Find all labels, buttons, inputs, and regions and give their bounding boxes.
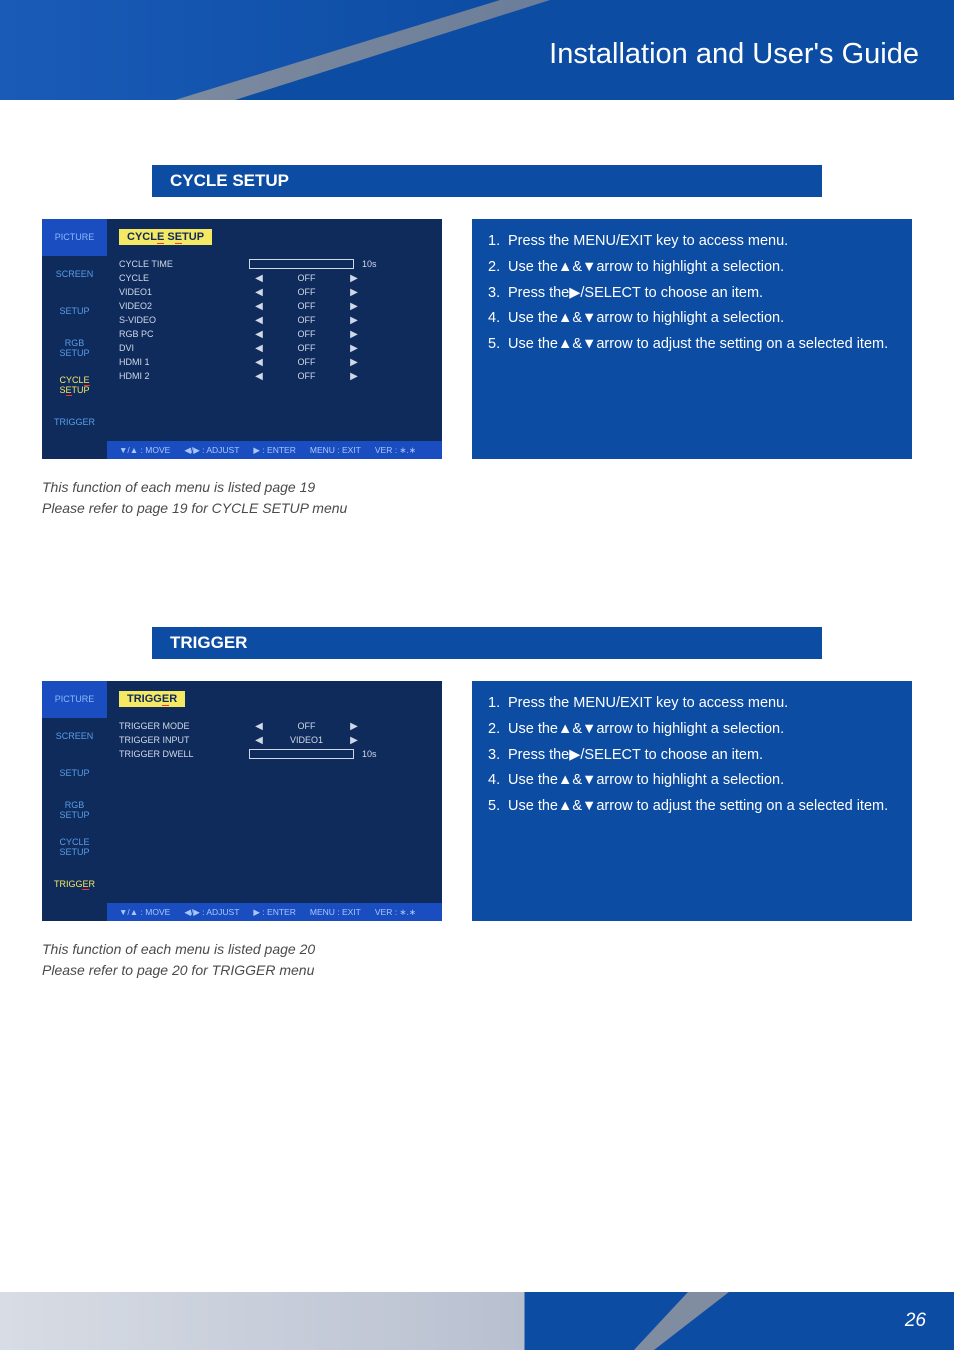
osd-tab-cycle-setup[interactable]: CYCLESETUP xyxy=(42,367,107,404)
osd-row[interactable]: S-VIDEO◀OFF▶ xyxy=(119,313,430,327)
osd-footer: ▼/▲ : MOVE ◀/▶ : ADJUST ▶ : ENTER MENU :… xyxy=(107,441,442,459)
section2-row: PICTURE SCREEN SETUP RGB SETUP CYCLE SET… xyxy=(42,681,912,921)
osd-row[interactable]: HDMI 2◀OFF▶ xyxy=(119,369,430,383)
osd-main: TRIGGER TRIGGER MODE◀OFF▶ TRIGGER INPUT◀… xyxy=(107,681,442,921)
osd-row[interactable]: VIDEO2◀OFF▶ xyxy=(119,299,430,313)
instructions-box-1: 1.Press the MENU/EXIT key to access menu… xyxy=(472,219,912,459)
footer-banner: 26 xyxy=(0,1292,954,1350)
instructions-box-2: 1.Press the MENU/EXIT key to access menu… xyxy=(472,681,912,921)
osd-main: CYCLE SETUP CYCLE TIME 10s CYCLE◀OFF▶ VI… xyxy=(107,219,442,459)
content-area: CYCLE SETUP PICTURE SCREEN SETUP RGB SET… xyxy=(0,100,954,981)
osd-tab-picture[interactable]: PICTURE xyxy=(42,681,107,718)
osd-heading: TRIGGER xyxy=(119,691,185,707)
osd-heading: CYCLE SETUP xyxy=(119,229,212,245)
osd-tab-trigger[interactable]: TRIGGER xyxy=(42,866,107,903)
page-title: Installation and User's Guide xyxy=(549,38,919,71)
osd-footer: ▼/▲ : MOVE ◀/▶ : ADJUST ▶ : ENTER MENU :… xyxy=(107,903,442,921)
osd-tab-rgb-setup[interactable]: RGB SETUP xyxy=(42,330,107,367)
osd-screenshot-cycle: PICTURE SCREEN SETUP RGB SETUP CYCLESETU… xyxy=(42,219,442,459)
osd-screenshot-trigger: PICTURE SCREEN SETUP RGB SETUP CYCLE SET… xyxy=(42,681,442,921)
osd-row-slider[interactable]: CYCLE TIME 10s xyxy=(119,257,430,271)
osd-row[interactable]: TRIGGER INPUT◀VIDEO1▶ xyxy=(119,733,430,747)
page-number: 26 xyxy=(905,1310,926,1332)
osd-tab-screen[interactable]: SCREEN xyxy=(42,256,107,293)
section-title-trigger: TRIGGER xyxy=(152,627,822,659)
osd-row[interactable]: VIDEO1◀OFF▶ xyxy=(119,285,430,299)
header-banner: Installation and User's Guide xyxy=(0,0,954,100)
osd-sidebar: PICTURE SCREEN SETUP RGB SETUP CYCLE SET… xyxy=(42,681,107,921)
osd-row[interactable]: TRIGGER MODE◀OFF▶ xyxy=(119,719,430,733)
osd-tab-picture[interactable]: PICTURE xyxy=(42,219,107,256)
section1-row: PICTURE SCREEN SETUP RGB SETUP CYCLESETU… xyxy=(42,219,912,459)
osd-row[interactable]: RGB PC◀OFF▶ xyxy=(119,327,430,341)
osd-tab-setup[interactable]: SETUP xyxy=(42,755,107,792)
osd-tab-trigger[interactable]: TRIGGER xyxy=(42,404,107,441)
section-title-cycle-setup: CYCLE SETUP xyxy=(152,165,822,197)
osd-row-slider[interactable]: TRIGGER DWELL 10s xyxy=(119,747,430,761)
osd-tab-cycle-setup[interactable]: CYCLE SETUP xyxy=(42,829,107,866)
osd-row[interactable]: DVI◀OFF▶ xyxy=(119,341,430,355)
caption-2: This function of each menu is listed pag… xyxy=(42,939,912,981)
osd-sidebar: PICTURE SCREEN SETUP RGB SETUP CYCLESETU… xyxy=(42,219,107,459)
osd-tab-setup[interactable]: SETUP xyxy=(42,293,107,330)
osd-tab-rgb-setup[interactable]: RGB SETUP xyxy=(42,792,107,829)
osd-row[interactable]: HDMI 1◀OFF▶ xyxy=(119,355,430,369)
osd-tab-screen[interactable]: SCREEN xyxy=(42,718,107,755)
caption-1: This function of each menu is listed pag… xyxy=(42,477,912,519)
osd-row[interactable]: CYCLE◀OFF▶ xyxy=(119,271,430,285)
